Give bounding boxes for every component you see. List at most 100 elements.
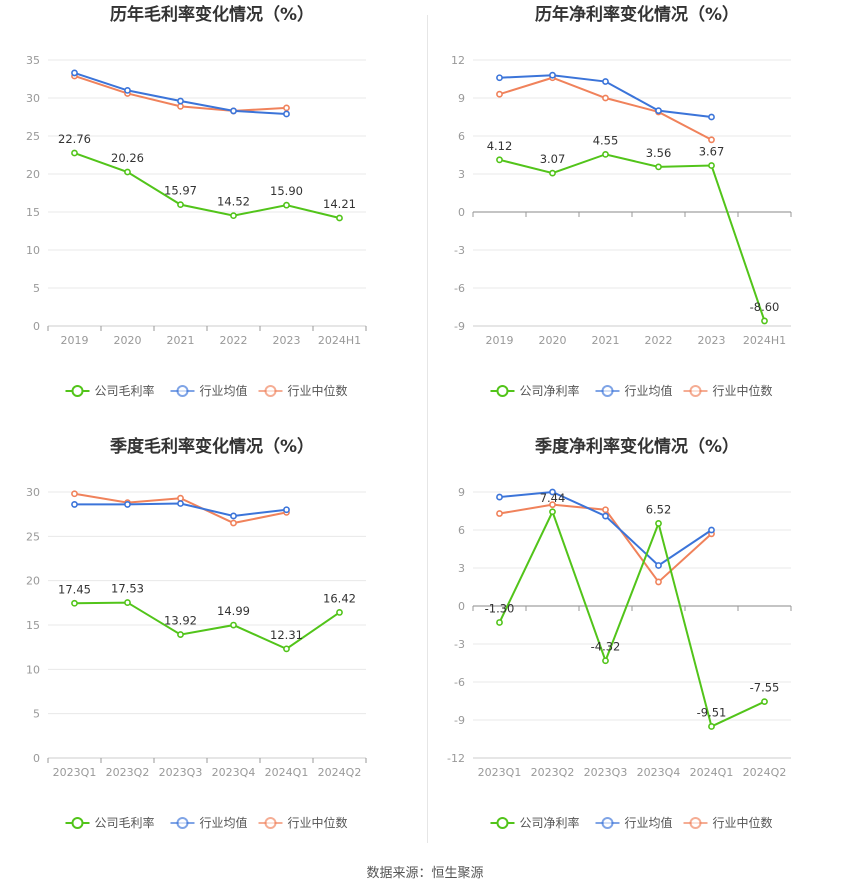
legend-marker-avg xyxy=(176,817,189,829)
data-point-median xyxy=(71,490,78,498)
data-point-median xyxy=(496,510,503,517)
legend-label-company: 公司净利率 xyxy=(520,815,580,830)
series-line-median xyxy=(499,76,712,141)
data-label: -4.32 xyxy=(591,640,621,654)
y-tick-label: 25 xyxy=(26,130,40,143)
chart-annual-net-margin: 历年净利率变化情况（%） -9 -6 -3 0 3 6 9 12 2019 2020 2021 2022… xyxy=(425,0,850,432)
chart-title: 季度净利率变化情况（%） xyxy=(535,436,739,457)
panel-divider xyxy=(427,15,428,843)
legend-label-avg: 行业均值 xyxy=(625,815,673,830)
legend-label-avg: 行业均值 xyxy=(200,815,248,830)
chart-quarterly-net-margin: 季度净利率变化情况（%） -12 -9 -6 -3 0 3 6 9 2023Q1 2023Q2 202… xyxy=(425,432,850,864)
data-point-company xyxy=(602,657,609,665)
legend-marker-company xyxy=(496,817,509,829)
data-point-avg xyxy=(283,110,290,118)
data-point-avg xyxy=(124,501,131,508)
data-point-avg xyxy=(655,562,662,569)
x-tick-label: 2019 xyxy=(486,334,514,347)
legend-marker-avg xyxy=(176,385,189,397)
data-point-company xyxy=(761,317,768,325)
data-point-avg xyxy=(602,78,609,85)
data-label: 16.42 xyxy=(323,591,356,605)
data-label: 3.07 xyxy=(540,152,566,166)
y-tick-label: 6 xyxy=(458,524,465,537)
data-point-avg xyxy=(708,113,715,121)
y-tick-label: -3 xyxy=(454,244,465,257)
data-label: 7.44 xyxy=(540,491,566,505)
data-point-median xyxy=(549,501,556,509)
x-tick-label: 2023Q2 xyxy=(106,766,150,779)
y-tick-label: 20 xyxy=(26,575,40,588)
x-tick-label: 2023Q4 xyxy=(637,766,681,779)
legend-label-company: 公司净利率 xyxy=(520,383,580,398)
data-label: 3.56 xyxy=(646,146,672,160)
data-point-avg xyxy=(602,512,609,520)
chart-title: 季度毛利率变化情况（%） xyxy=(110,436,314,457)
data-point-company xyxy=(708,162,715,169)
x-tick-label: 2024Q1 xyxy=(690,766,734,779)
series-line-company xyxy=(499,153,766,322)
data-point-company xyxy=(230,212,237,220)
data-point-avg xyxy=(230,512,237,520)
data-point-company xyxy=(655,520,662,527)
data-point-avg xyxy=(230,107,237,115)
data-point-avg xyxy=(177,500,184,507)
x-tick-label: 2023Q1 xyxy=(53,766,97,779)
legend-marker-avg xyxy=(601,817,614,829)
data-point-company xyxy=(230,621,237,629)
legend-label-company: 公司毛利率 xyxy=(95,815,155,830)
y-tick-label: 15 xyxy=(26,619,40,632)
y-tick-label: 0 xyxy=(458,600,465,613)
x-tick-label: 2019 xyxy=(61,334,89,347)
data-point-company xyxy=(549,508,556,516)
y-tick-label: 3 xyxy=(458,168,465,181)
x-tick-label: 2023Q2 xyxy=(531,766,575,779)
data-label: 20.26 xyxy=(111,151,144,165)
data-point-avg xyxy=(549,488,556,496)
legend-marker-median xyxy=(689,385,702,397)
y-tick-label: 3 xyxy=(458,562,465,575)
y-tick-label: 5 xyxy=(33,282,40,295)
y-tick-label: -12 xyxy=(447,752,465,765)
y-tick-label: 5 xyxy=(33,708,40,721)
data-point-avg xyxy=(549,71,556,79)
data-label: 22.76 xyxy=(58,132,91,146)
data-label: 14.99 xyxy=(217,604,250,618)
legend-marker-company xyxy=(71,817,84,829)
data-label: 15.90 xyxy=(270,184,303,198)
y-tick-label: -3 xyxy=(454,638,465,651)
x-tick-label: 2023Q4 xyxy=(212,766,256,779)
data-label: 12.31 xyxy=(270,628,303,642)
data-point-company xyxy=(124,168,131,176)
data-label: 17.53 xyxy=(111,582,144,596)
data-point-avg xyxy=(655,107,662,115)
data-point-avg xyxy=(496,493,503,501)
y-tick-label: -9 xyxy=(454,714,465,727)
data-point-company xyxy=(71,149,78,157)
chart-svg: 历年毛利率变化情况（%） 0 5 10 15 20 25 30 35 2019 2020 2021 20… xyxy=(26,4,367,398)
legend-label-median: 行业中位数 xyxy=(288,815,348,830)
y-tick-label: 12 xyxy=(451,54,465,67)
legend-label-median: 行业中位数 xyxy=(713,815,773,830)
data-label: 4.12 xyxy=(487,139,513,153)
data-point-median xyxy=(602,506,609,514)
data-point-median xyxy=(177,102,184,110)
data-label: -1.30 xyxy=(485,601,515,615)
x-tick-label: 2021 xyxy=(167,334,195,347)
legend-label-company: 公司毛利率 xyxy=(95,383,155,398)
data-point-avg xyxy=(71,69,78,77)
data-point-company xyxy=(71,599,78,607)
data-point-company xyxy=(177,201,184,209)
x-tick-label: 2024Q2 xyxy=(318,766,362,779)
x-tick-label: 2022 xyxy=(645,334,673,347)
legend-label-median: 行业中位数 xyxy=(288,383,348,398)
y-tick-label: 0 xyxy=(33,752,40,765)
series-line-company xyxy=(74,601,341,650)
data-label: 14.21 xyxy=(323,197,356,211)
legend-marker-company xyxy=(71,385,84,397)
y-tick-label: 30 xyxy=(26,92,40,105)
series-line-company xyxy=(74,152,340,219)
data-label: -8.60 xyxy=(750,300,780,314)
x-tick-label: 2024Q1 xyxy=(265,766,309,779)
legend-label-median: 行业中位数 xyxy=(713,383,773,398)
